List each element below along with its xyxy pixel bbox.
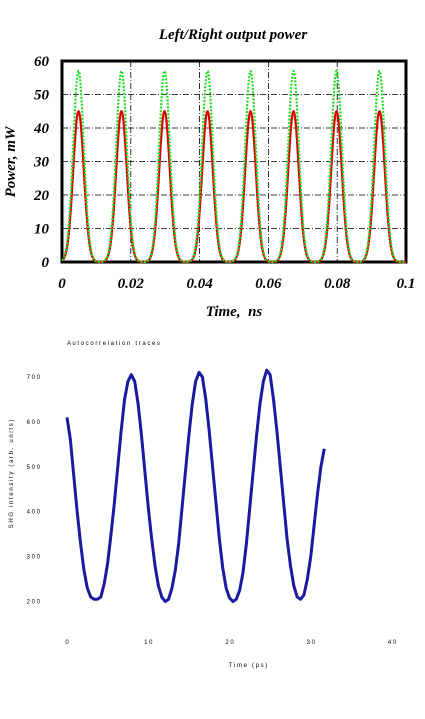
x-tick-labels: 0 0.02 0.04 0.06 0.08 0.1 (58, 276, 415, 292)
x-axis-label: Time, ns (206, 304, 263, 320)
y-tick-labels: 2 0 0 3 0 0 4 0 0 5 0 0 6 0 0 7 0 0 (27, 375, 41, 606)
x-tick-label: 0.08 (324, 276, 351, 292)
y-tick-label: 7 0 0 (27, 375, 41, 381)
series-line-blue (65, 368, 326, 604)
x-tick-label: 4 0 (388, 640, 397, 646)
x-axis-label: T i m e ( p s ) (229, 663, 268, 669)
y-tick-label: 60 (34, 54, 50, 70)
y-tick-label: 3 0 0 (27, 555, 41, 561)
x-tick-label: 0.06 (255, 276, 282, 292)
chart-title: Left/Right output power (158, 27, 308, 43)
grid (62, 61, 406, 262)
y-tick-label: 10 (34, 222, 50, 238)
chart-title: A u t o c o r r e l a t i o n t r a c e … (67, 341, 160, 347)
x-tick-labels: 0 1 0 2 0 3 0 4 0 (65, 640, 397, 646)
y-tick-label: 6 0 0 (27, 420, 41, 426)
x-tick-label: 0.02 (118, 276, 145, 292)
x-tick-label: 0.04 (186, 276, 213, 292)
y-tick-labels: 0 10 20 30 40 50 60 (33, 54, 50, 271)
power-chart: Left/Right output power 0 0.02 0.04 0.06 0.0… (3, 27, 415, 320)
y-tick-label: 4 0 0 (27, 510, 41, 516)
y-tick-label: 20 (33, 188, 50, 204)
y-axis-label: S H G i n t e n s i t y ( a r b . u n i … (9, 420, 15, 529)
x-tick-label: 0 (65, 640, 69, 646)
x-tick-label: 2 0 (225, 640, 234, 646)
x-tick-label: 0.1 (397, 276, 416, 292)
y-tick-label: 50 (34, 88, 50, 104)
x-tick-label: 0 (58, 276, 66, 292)
y-axis-label: Power, mW (3, 125, 19, 198)
plot-frame (60, 59, 408, 264)
series-group (65, 368, 326, 604)
y-tick-label: 30 (33, 155, 50, 171)
y-tick-label: 5 0 0 (27, 465, 41, 471)
y-tick-label: 0 (42, 255, 50, 271)
series-line-green (61, 69, 406, 264)
autocorrelation-chart: A u t o c o r r e l a t i o n t r a c e … (9, 341, 397, 669)
series-group (61, 69, 406, 264)
y-tick-label: 2 0 0 (27, 600, 41, 606)
y-tick-label: 40 (33, 121, 50, 137)
x-tick-label: 1 0 (144, 640, 153, 646)
x-tick-label: 3 0 (307, 640, 316, 646)
